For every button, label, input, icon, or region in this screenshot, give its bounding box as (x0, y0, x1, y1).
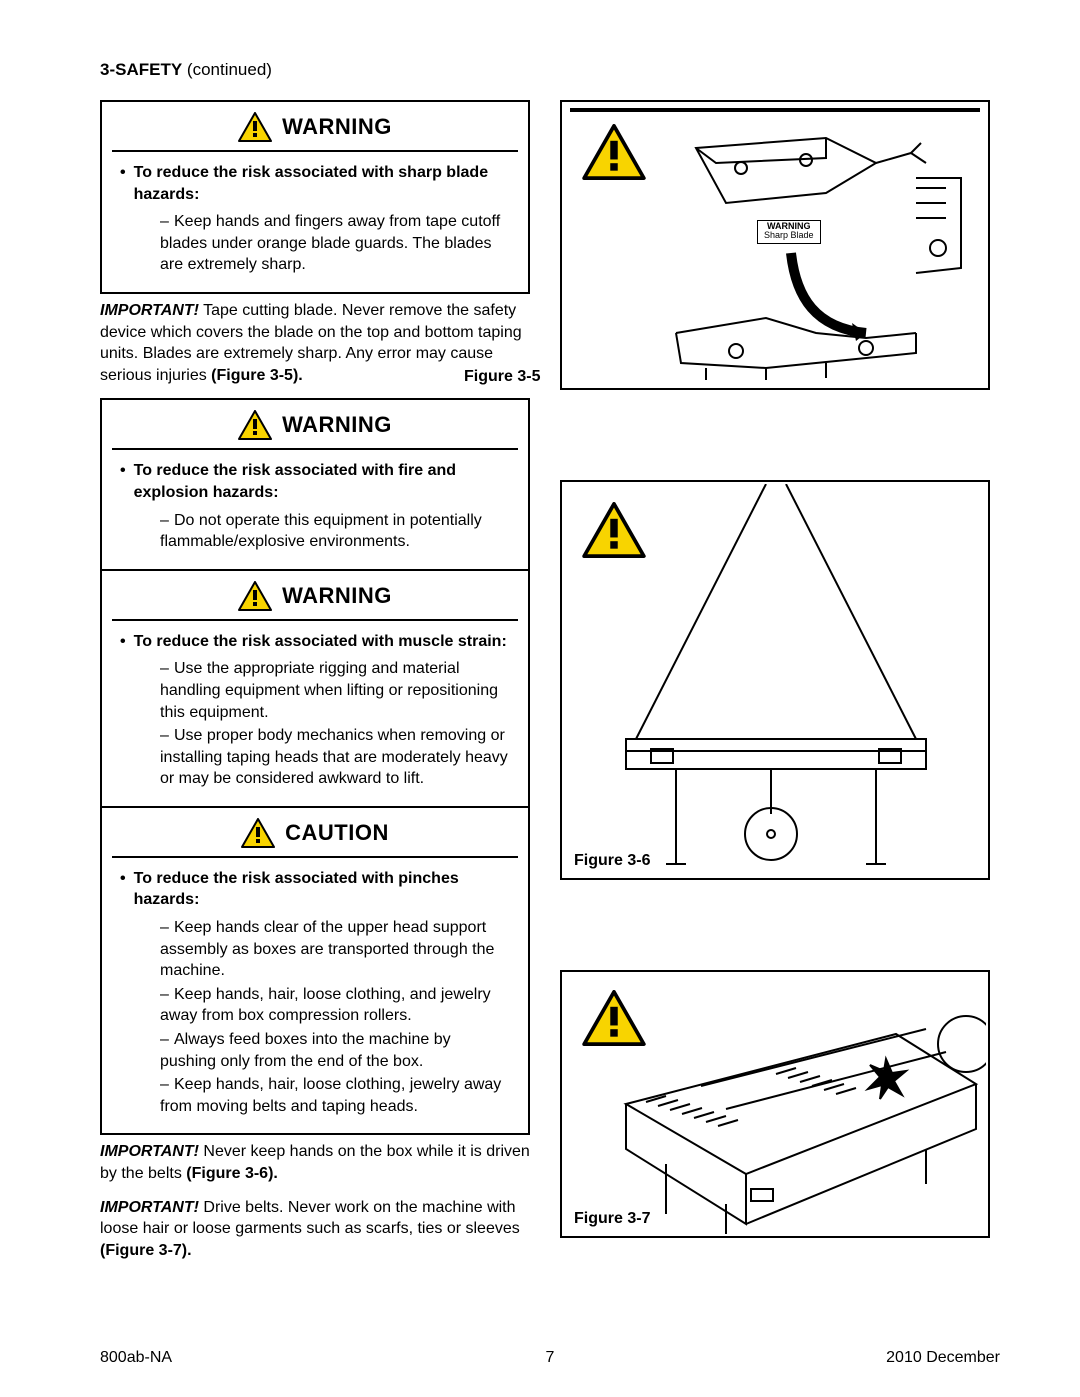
important-label: IMPORTANT! (100, 302, 199, 319)
warning-bullet-text: To reduce the risk associated with fire … (134, 460, 510, 503)
warning-header: WARNING (102, 400, 528, 448)
caution-body: •To reduce the risk associated with pinc… (102, 858, 528, 1134)
footer-page-number: 7 (546, 1349, 555, 1367)
warning-bullet: •To reduce the risk associated with musc… (120, 631, 510, 653)
figure-ref: (Figure 3-5). (211, 367, 303, 384)
section-continued: (continued) (182, 60, 272, 79)
figure-ref: (Figure 3-6). (186, 1165, 278, 1182)
important-label: IMPORTANT! (100, 1199, 199, 1216)
warning-body: •To reduce the risk associated with shar… (102, 152, 528, 292)
section-header: 3-SAFETY (continued) (100, 60, 1000, 80)
warning-item-text: Use proper body mechanics when removing … (160, 727, 508, 787)
warning-bullet: •To reduce the risk associated with fire… (120, 460, 510, 503)
caution-item: –Keep hands, hair, loose clothing, and j… (120, 984, 510, 1027)
caution-title: CAUTION (285, 820, 389, 846)
footer: 800ab-NA 7 2010 December (100, 1349, 1000, 1367)
warning-triangle-icon (238, 581, 272, 611)
warning-item: –Use the appropriate rigging and materia… (120, 658, 510, 723)
figure-caption: Figure 3-6 (574, 852, 650, 870)
warning-item: –Do not operate this equipment in potent… (120, 510, 510, 553)
caution-item-text: Always feed boxes into the machine by pu… (160, 1031, 451, 1070)
mechanical-drawing-icon (566, 108, 986, 388)
caution-triangle-icon (241, 818, 275, 848)
warning-body: •To reduce the risk associated with musc… (102, 621, 528, 806)
important-label: IMPORTANT! (100, 1143, 199, 1160)
figure-3-6: Figure 3-6 (560, 480, 990, 880)
figure-caption: Figure 3-7 (574, 1210, 650, 1228)
caution-item-text: Keep hands clear of the upper head suppo… (160, 919, 494, 979)
caution-item-text: Keep hands, hair, loose clothing, jewelr… (160, 1076, 501, 1115)
important-note: IMPORTANT! Never keep hands on the box w… (100, 1141, 530, 1184)
caution-item: –Keep hands, hair, loose clothing, jewel… (120, 1074, 510, 1117)
warning-header: WARNING (102, 571, 528, 619)
figure-3-7: Figure 3-7 (560, 970, 990, 1238)
right-column: WARNING Sharp Blade (560, 100, 990, 1273)
warning-bullet: •To reduce the risk associated with shar… (120, 162, 510, 205)
caution-bullet-text: To reduce the risk associated with pinch… (134, 868, 510, 911)
figure-ref: (Figure 3-7). (100, 1242, 192, 1259)
warning-item-text: Keep hands and fingers away from tape cu… (160, 213, 500, 273)
footer-right: 2010 December (886, 1349, 1000, 1367)
warning-box-sharp-blade: WARNING •To reduce the risk associated w… (100, 100, 530, 294)
caution-item-text: Keep hands, hair, loose clothing, and je… (160, 986, 491, 1025)
warning-item-text: Do not operate this equipment in potenti… (160, 512, 482, 551)
warning-item: –Keep hands and fingers away from tape c… (120, 211, 510, 276)
warning-bullet-text: To reduce the risk associated with muscl… (134, 631, 507, 653)
warning-triangle-icon (238, 410, 272, 440)
caution-bullet: •To reduce the risk associated with pinc… (120, 868, 510, 911)
warning-triangle-icon (238, 112, 272, 142)
caution-item: –Keep hands clear of the upper head supp… (120, 917, 510, 982)
warning-item: –Use proper body mechanics when removing… (120, 725, 510, 790)
important-note: IMPORTANT! Drive belts. Never work on th… (100, 1197, 530, 1262)
caution-header: CAUTION (102, 808, 528, 856)
warning-body: •To reduce the risk associated with fire… (102, 450, 528, 568)
figure-3-5-wrap: WARNING Sharp Blade (560, 100, 990, 390)
warning-title: WARNING (282, 583, 392, 609)
section-title: 3-SAFETY (100, 60, 182, 79)
footer-left: 800ab-NA (100, 1349, 172, 1367)
columns: WARNING •To reduce the risk associated w… (100, 100, 1000, 1273)
figure-caption: Figure 3-5 (464, 368, 540, 386)
conveyor-drawing-icon (566, 974, 986, 1236)
figure-3-5: WARNING Sharp Blade (560, 100, 990, 390)
rigging-drawing-icon (566, 484, 986, 879)
warning-box-fire: WARNING •To reduce the risk associated w… (100, 398, 530, 1135)
page: 3-SAFETY (continued) WARNING •To reduce … (0, 0, 1080, 1397)
left-column: WARNING •To reduce the risk associated w… (100, 100, 530, 1273)
warning-title: WARNING (282, 412, 392, 438)
warning-item-text: Use the appropriate rigging and material… (160, 660, 498, 720)
warning-header: WARNING (102, 102, 528, 150)
warning-bullet-text: To reduce the risk associated with sharp… (134, 162, 510, 205)
caution-item: –Always feed boxes into the machine by p… (120, 1029, 510, 1072)
warning-title: WARNING (282, 114, 392, 140)
